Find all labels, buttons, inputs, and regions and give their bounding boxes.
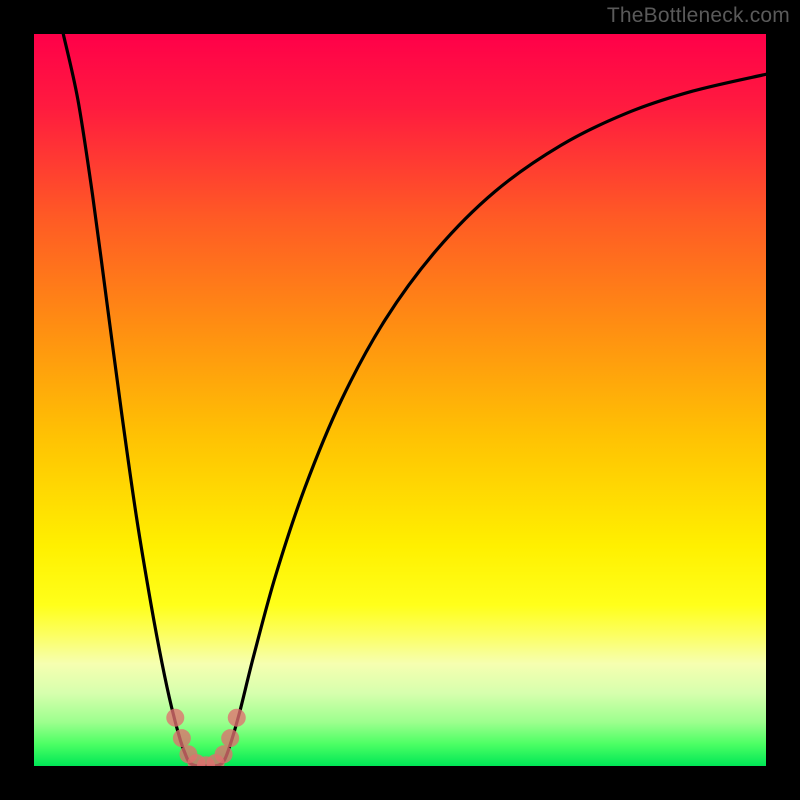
plot-area [34, 34, 766, 766]
background-gradient [34, 34, 766, 766]
chart-container: TheBottleneck.com [0, 0, 800, 800]
watermark-text: TheBottleneck.com [607, 4, 790, 28]
